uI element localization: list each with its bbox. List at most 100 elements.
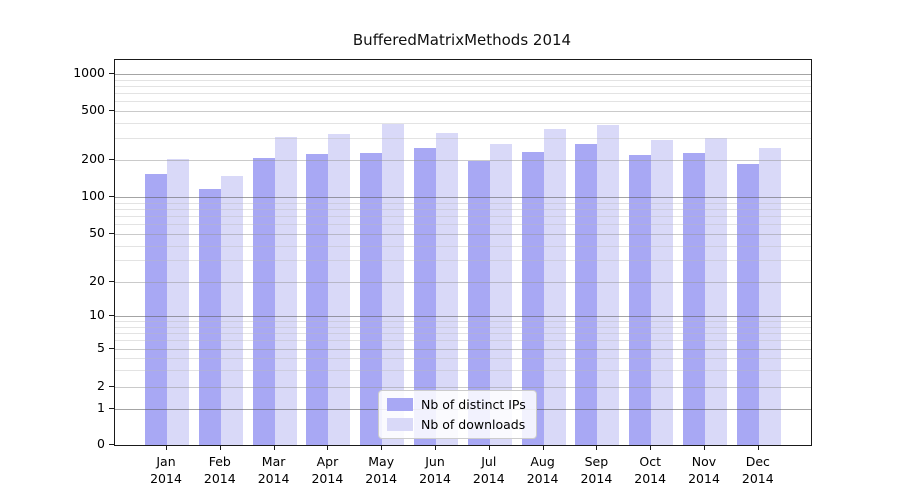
x-tick-mark: [650, 445, 652, 450]
bar-jan-downloads: [167, 159, 189, 445]
legend-label-downloads: Nb of downloads: [421, 417, 526, 432]
x-tick-mark: [704, 445, 705, 450]
bar-jul-distinct-ips: [467, 161, 490, 445]
y-tick-label-50: 50: [89, 225, 105, 240]
y-tick-mark: [109, 196, 114, 198]
gridline-900: [115, 79, 811, 81]
x-tick-label-feb: Feb 2014: [203, 454, 236, 486]
gridline-200: [115, 160, 811, 161]
x-tick-mark: [488, 445, 490, 450]
bar-jun-downloads: [436, 133, 458, 445]
y-tick-label-200: 200: [81, 151, 105, 166]
y-tick-mark: [109, 386, 114, 387]
bar-aug-downloads: [543, 129, 566, 445]
gridline-4: [115, 358, 811, 360]
x-tick-mark: [219, 445, 221, 450]
gridline-80: [115, 209, 811, 211]
gridline-300: [115, 138, 811, 140]
legend-swatch-distinct-ips: [387, 398, 413, 411]
bar-feb-distinct-ips: [198, 189, 221, 445]
legend-item-downloads: Nb of downloads: [387, 417, 526, 432]
gridline-2: [115, 387, 811, 388]
y-tick-label-100: 100: [81, 188, 105, 204]
y-tick-label-0: 0: [97, 436, 105, 451]
bar-nov-downloads: [705, 138, 727, 445]
bar-may-distinct-ips: [360, 153, 383, 445]
y-tick-mark: [109, 109, 114, 111]
x-tick-label-jun: Jun 2014: [419, 454, 451, 486]
bar-mar-downloads: [274, 136, 297, 445]
bar-aug-distinct-ips: [521, 151, 544, 445]
bar-sep-downloads: [597, 125, 620, 445]
x-tick-label-jan: Jan 2014: [150, 454, 182, 486]
x-tick-mark: [435, 445, 436, 450]
x-tick-label-apr: Apr 2014: [311, 454, 344, 486]
gridline-5: [115, 349, 811, 350]
gridline-3: [115, 370, 811, 372]
bar-apr-downloads: [328, 133, 351, 445]
x-tick-label-sep: Sep 2014: [580, 454, 613, 486]
x-tick-label-may: May 2014: [365, 454, 398, 486]
y-tick-label-500: 500: [81, 101, 105, 117]
x-tick-label-jul: Jul 2014: [472, 454, 505, 486]
bar-mar-distinct-ips: [252, 158, 275, 445]
y-tick-mark: [109, 315, 114, 316]
x-tick-label-mar: Mar 2014: [257, 454, 290, 486]
bar-jan-distinct-ips: [145, 174, 167, 445]
bar-nov-distinct-ips: [683, 152, 705, 445]
gridline-6: [115, 340, 811, 342]
gridline-9: [115, 321, 811, 323]
chart-title: BufferedMatrixMethods 2014: [352, 31, 572, 49]
plot-area: [114, 59, 812, 446]
bar-dec-distinct-ips: [736, 163, 759, 445]
bar-jul-downloads: [489, 143, 512, 445]
y-tick-mark: [109, 408, 114, 409]
gridline-10: [115, 316, 811, 317]
gridline-90: [115, 202, 811, 204]
y-tick-label-10: 10: [89, 307, 105, 322]
gridline-50: [115, 234, 811, 235]
legend-item-distinct-ips: Nb of distinct IPs: [387, 397, 526, 412]
y-tick-label-1: 1: [97, 400, 105, 415]
x-tick-mark: [542, 445, 544, 450]
x-tick-mark: [381, 445, 383, 450]
x-tick-label-aug: Aug 2014: [526, 454, 559, 486]
y-tick-mark: [109, 159, 114, 160]
legend: Nb of distinct IPs Nb of downloads: [378, 390, 537, 439]
y-tick-mark: [109, 444, 114, 445]
x-tick-mark: [596, 445, 598, 450]
x-tick-label-oct: Oct 2014: [634, 454, 667, 486]
gridline-700: [115, 93, 811, 95]
gridline-60: [115, 224, 811, 226]
bar-dec-downloads: [758, 147, 781, 445]
bar-may-downloads: [382, 123, 405, 445]
gridline-500: [115, 110, 811, 112]
legend-label-distinct-ips: Nb of distinct IPs: [421, 397, 526, 412]
bar-jun-distinct-ips: [414, 147, 436, 445]
y-tick-label-20: 20: [89, 272, 105, 288]
gridline-400: [115, 122, 811, 124]
gridline-30: [115, 260, 811, 262]
bar-sep-distinct-ips: [575, 144, 598, 445]
gridline-100: [115, 197, 811, 199]
y-tick-label-5: 5: [97, 340, 105, 355]
gridline-40: [115, 245, 811, 247]
x-tick-mark: [757, 445, 759, 450]
y-tick-mark: [109, 73, 114, 75]
gridline-1000: [115, 74, 811, 76]
x-tick-mark: [327, 445, 329, 450]
y-tick-mark: [109, 233, 114, 234]
y-tick-label-1000: 1000: [73, 65, 105, 81]
bar-apr-distinct-ips: [306, 153, 329, 445]
gridline-8: [115, 326, 811, 328]
y-tick-label-2: 2: [97, 378, 105, 393]
bar-feb-downloads: [220, 175, 243, 445]
x-tick-label-nov: Nov 2014: [688, 454, 720, 486]
gridline-70: [115, 216, 811, 218]
bar-oct-downloads: [651, 139, 674, 445]
y-tick-mark: [109, 348, 114, 349]
x-tick-mark: [166, 445, 167, 450]
gridline-600: [115, 101, 811, 103]
x-tick-label-dec: Dec 2014: [741, 454, 774, 486]
